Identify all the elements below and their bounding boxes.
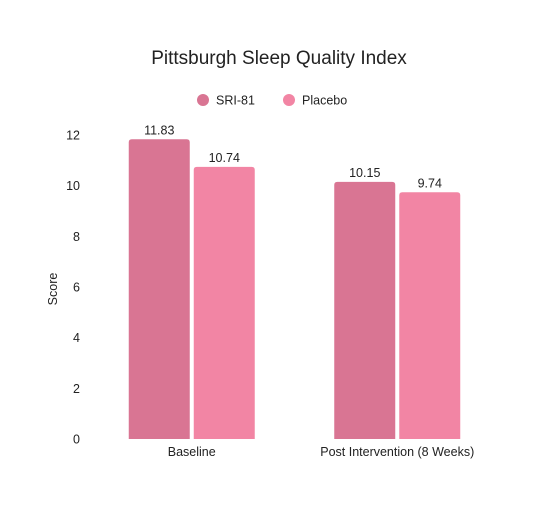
- legend: SRI-81 Placebo: [197, 94, 347, 108]
- data-labels: 11.83 10.74 10.15 9.74: [144, 123, 442, 190]
- x-category-label-baseline: Baseline: [168, 445, 216, 459]
- bar-sri-81-baseline: [128, 139, 190, 439]
- y-tick-label-8: 8: [73, 230, 80, 244]
- bar-placebo-post-intervention-8-weeks: [399, 192, 461, 439]
- data-label-sri-81-baseline: 11.83: [144, 123, 174, 137]
- bar-placebo-baseline: [193, 166, 255, 440]
- y-tick-label-4: 4: [73, 331, 80, 345]
- legend-swatch-sri-81: [197, 94, 209, 106]
- y-tick-label-6: 6: [73, 281, 80, 295]
- y-axis-title: Score: [46, 273, 60, 306]
- data-label-placebo-post-intervention-8-weeks: 9.74: [418, 176, 442, 190]
- x-axis: Baseline Post Intervention (8 Weeks): [168, 445, 474, 459]
- chart-title: Pittsburgh Sleep Quality Index: [151, 48, 407, 69]
- y-tick-label-12: 12: [66, 129, 80, 143]
- y-tick-label-2: 2: [73, 382, 80, 396]
- legend-label-sri-81: SRI-81: [216, 94, 255, 108]
- legend-label-placebo: Placebo: [302, 94, 347, 108]
- bar-sri-81-post-intervention-8-weeks: [334, 181, 396, 439]
- bars: [128, 139, 461, 440]
- x-category-label-post-intervention-8-weeks: Post Intervention (8 Weeks): [320, 445, 474, 459]
- y-tick-label-10: 10: [66, 179, 80, 193]
- data-label-placebo-baseline: 10.74: [209, 151, 240, 165]
- legend-swatch-placebo: [283, 94, 295, 106]
- y-axis: 0 2 4 6 8 10 12: [66, 129, 80, 447]
- y-tick-label-0: 0: [73, 433, 80, 447]
- data-label-sri-81-post-intervention-8-weeks: 10.15: [349, 166, 380, 180]
